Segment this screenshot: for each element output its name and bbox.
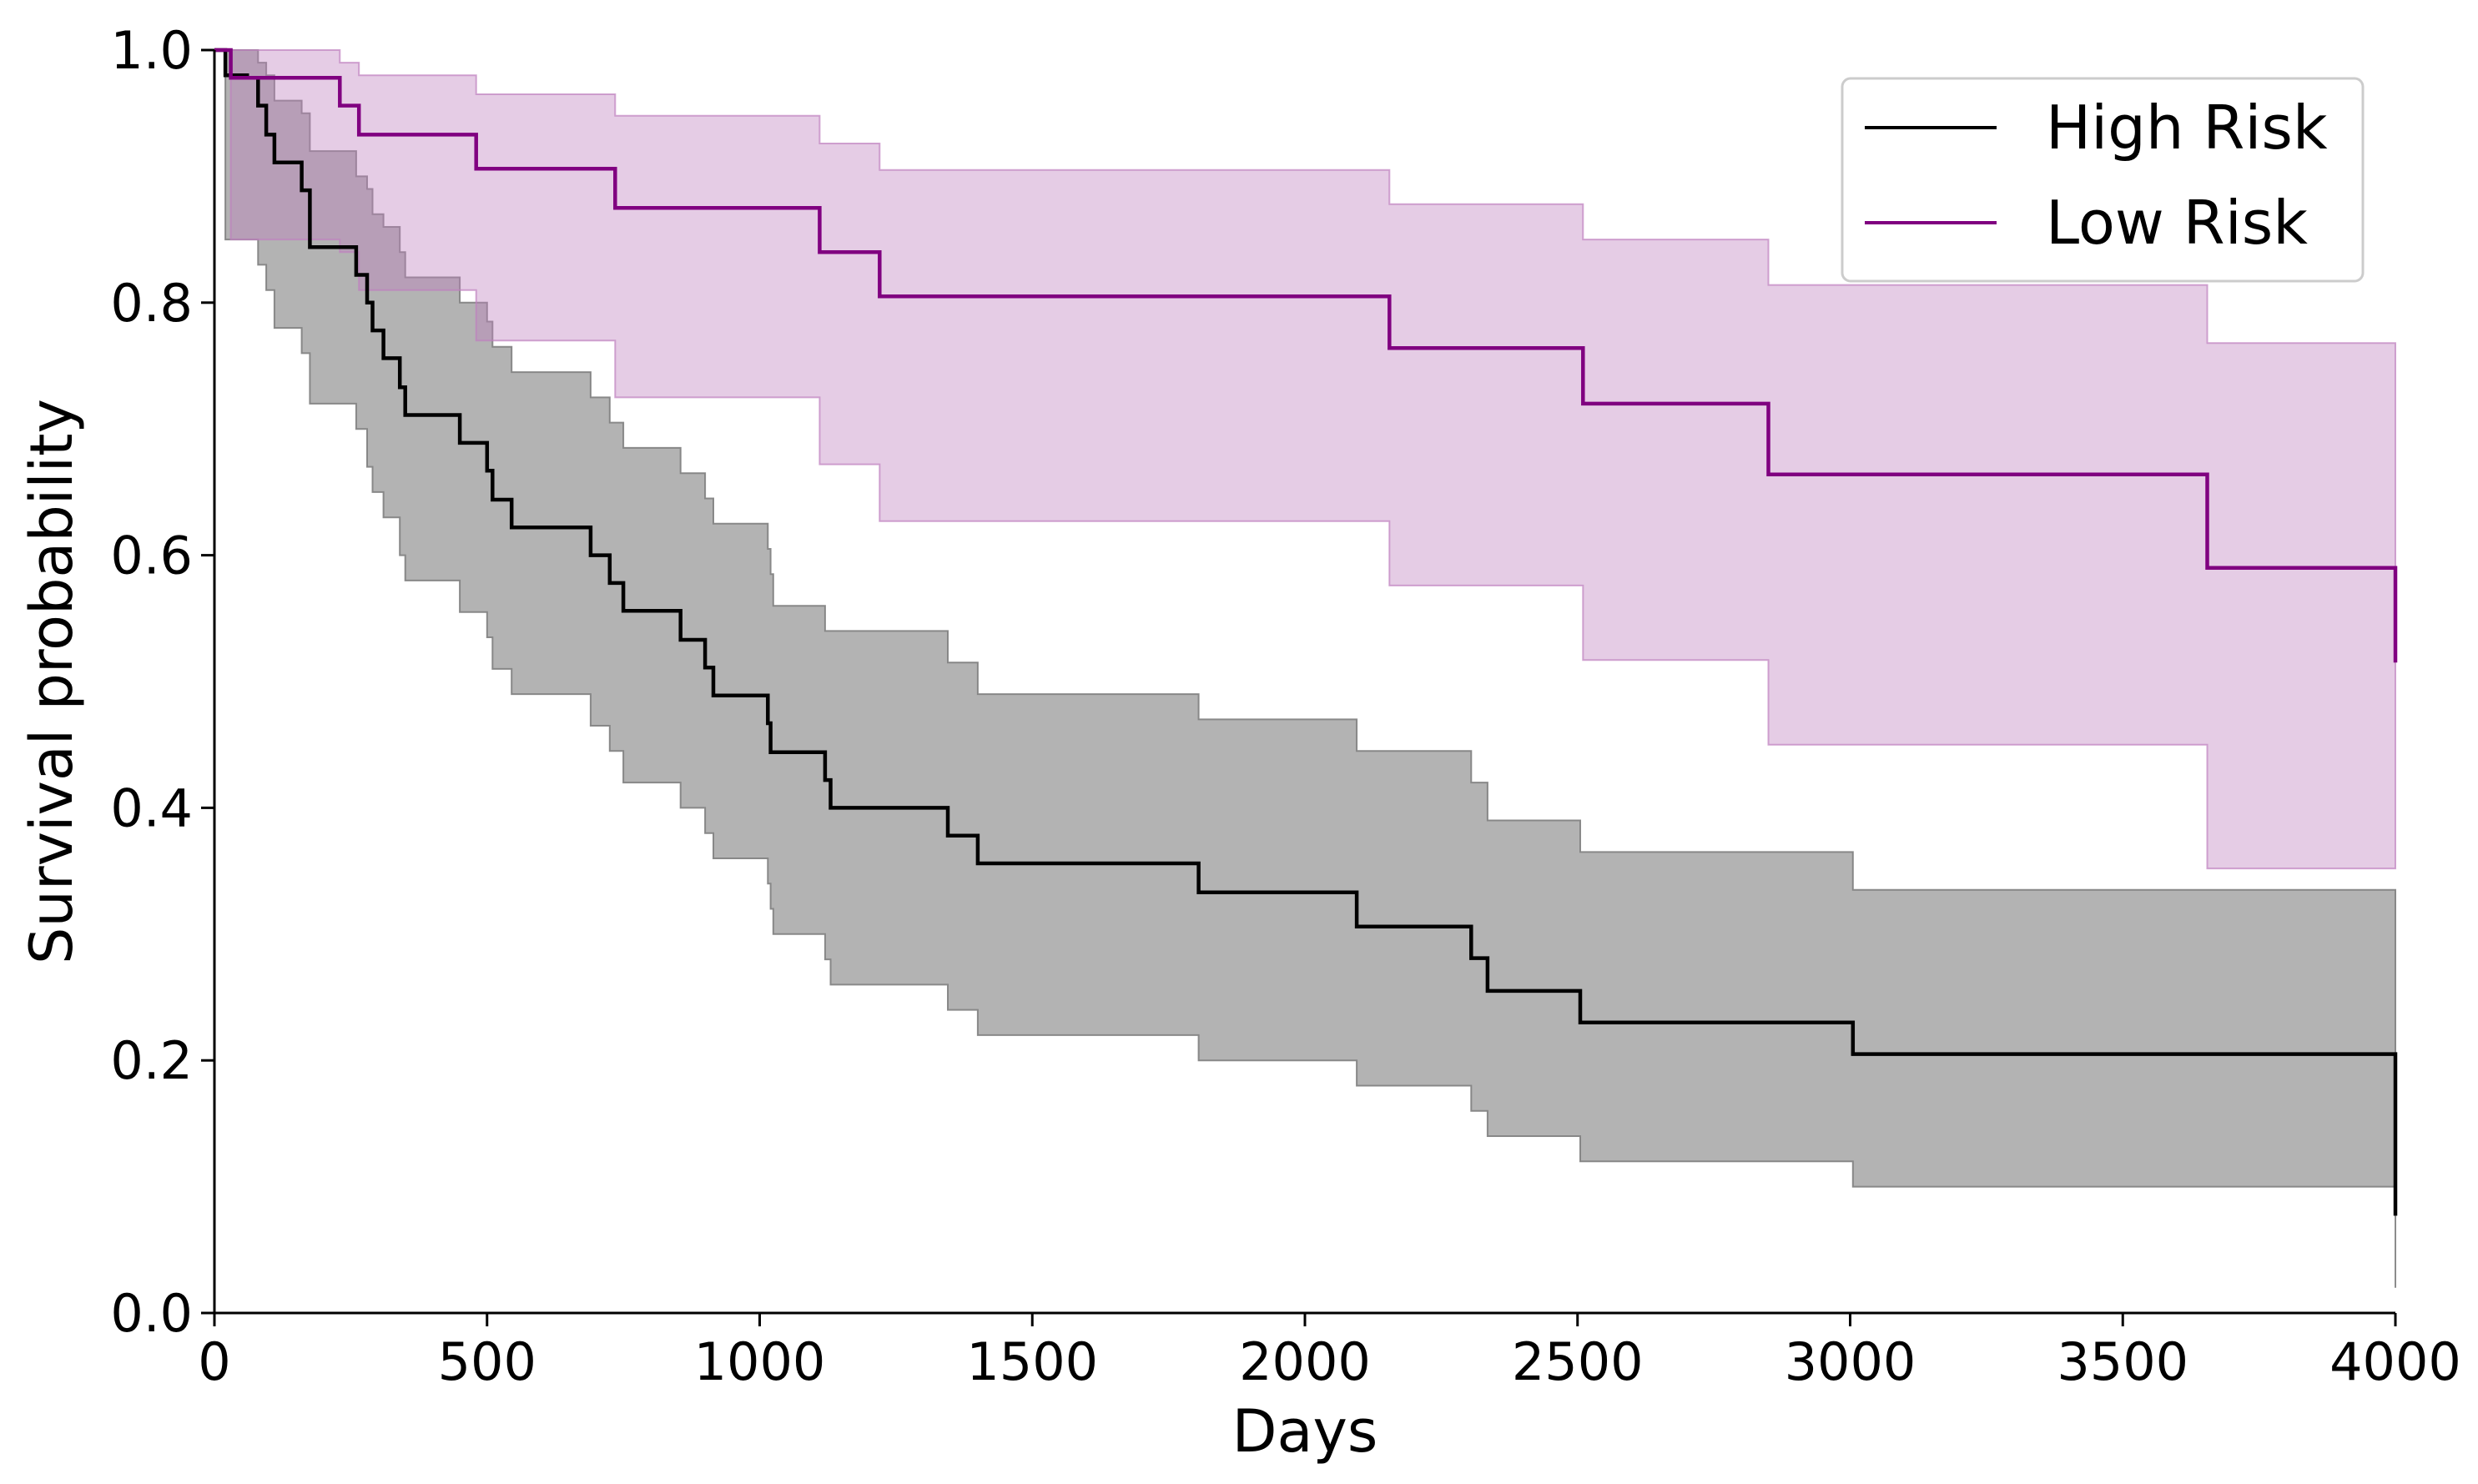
y-tick-label: 1.0	[110, 20, 193, 81]
survival-line-low-risk	[214, 48, 2398, 663]
survival-line-high-risk	[214, 48, 2398, 1216]
x-axis-title: Days	[1232, 1397, 1378, 1466]
y-axis-title: Survival probability	[18, 399, 86, 964]
confidence-bands	[214, 49, 2396, 1288]
survival-curves	[214, 48, 2398, 1216]
y-tick-label: 0.2	[110, 1030, 193, 1091]
x-tick-label: 2500	[1512, 1331, 1644, 1392]
ci-band-low-risk	[214, 49, 2396, 870]
y-tick-label: 0.4	[110, 777, 193, 838]
legend-label-low-risk: Low Risk	[2046, 188, 2308, 258]
legend: High Risk Low Risk	[1841, 77, 2365, 283]
x-tick-label: 3000	[1785, 1331, 1916, 1392]
x-tick-label: 1000	[694, 1331, 826, 1392]
legend-label-high-risk: High Risk	[2046, 93, 2328, 163]
x-tick-label: 4000	[2329, 1331, 2461, 1392]
x-ticks: 0 500 1000 1500 2000 2500 3000 3500 4000	[198, 1313, 2461, 1392]
y-tick-label: 0.8	[110, 273, 193, 334]
y-ticks: 0.0 0.2 0.4 0.6 0.8 1.0	[110, 20, 214, 1344]
x-tick-label: 3500	[2057, 1331, 2188, 1392]
x-tick-label: 0	[198, 1331, 230, 1392]
y-tick-label: 0.0	[110, 1283, 193, 1344]
ci-band-high-risk	[214, 49, 2396, 1288]
x-tick-label: 1500	[966, 1331, 1098, 1392]
x-tick-label: 500	[438, 1331, 536, 1392]
x-tick-label: 2000	[1239, 1331, 1371, 1392]
y-tick-label: 0.6	[110, 526, 193, 586]
